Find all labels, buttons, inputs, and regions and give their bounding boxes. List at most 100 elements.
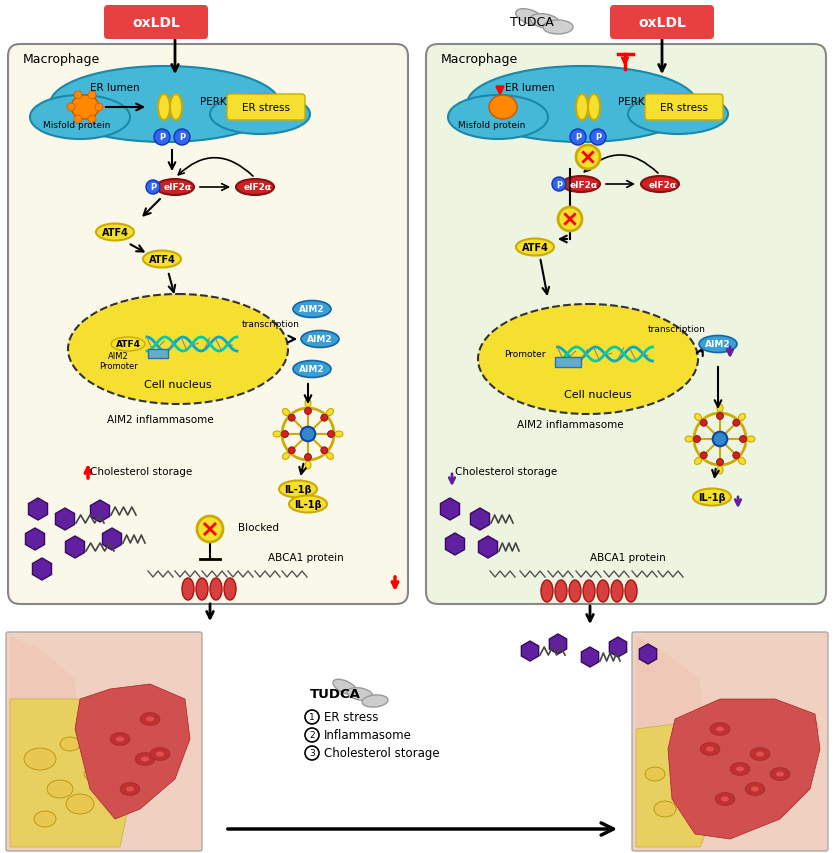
Circle shape bbox=[570, 130, 586, 146]
Text: Macrophage: Macrophage bbox=[23, 54, 100, 67]
Text: ATF4: ATF4 bbox=[102, 228, 128, 238]
Ellipse shape bbox=[156, 751, 164, 757]
FancyBboxPatch shape bbox=[610, 6, 714, 40]
Polygon shape bbox=[445, 533, 465, 555]
Text: Misfold protein: Misfold protein bbox=[458, 121, 525, 131]
Text: transcription: transcription bbox=[648, 325, 706, 334]
Text: ABCA1 protein: ABCA1 protein bbox=[590, 553, 666, 562]
Ellipse shape bbox=[279, 481, 317, 498]
Text: oxLDL: oxLDL bbox=[132, 16, 180, 30]
Ellipse shape bbox=[120, 782, 140, 796]
Text: AIM2 inflammasome: AIM2 inflammasome bbox=[517, 420, 623, 430]
Text: 3: 3 bbox=[309, 749, 315, 757]
Text: AIM2: AIM2 bbox=[108, 352, 128, 361]
Ellipse shape bbox=[293, 361, 331, 378]
Circle shape bbox=[88, 92, 96, 100]
Text: AIM2: AIM2 bbox=[706, 340, 731, 349]
FancyBboxPatch shape bbox=[426, 45, 826, 604]
Ellipse shape bbox=[730, 763, 750, 775]
Ellipse shape bbox=[776, 772, 784, 776]
Ellipse shape bbox=[283, 409, 289, 416]
Ellipse shape bbox=[326, 409, 334, 416]
Circle shape bbox=[74, 116, 82, 124]
Polygon shape bbox=[33, 559, 52, 580]
Polygon shape bbox=[66, 537, 84, 559]
FancyBboxPatch shape bbox=[104, 6, 208, 40]
Ellipse shape bbox=[66, 794, 94, 814]
Ellipse shape bbox=[628, 95, 728, 135]
Text: Cholesterol storage: Cholesterol storage bbox=[324, 746, 440, 760]
Circle shape bbox=[289, 415, 295, 421]
Circle shape bbox=[174, 130, 190, 146]
Ellipse shape bbox=[717, 467, 723, 474]
Polygon shape bbox=[103, 528, 122, 550]
Ellipse shape bbox=[84, 767, 106, 781]
Ellipse shape bbox=[301, 331, 339, 348]
Polygon shape bbox=[581, 647, 599, 667]
Ellipse shape bbox=[641, 177, 679, 193]
Ellipse shape bbox=[111, 338, 145, 351]
Polygon shape bbox=[10, 699, 130, 847]
Text: ER stress: ER stress bbox=[324, 711, 379, 723]
Ellipse shape bbox=[333, 680, 357, 695]
Ellipse shape bbox=[116, 737, 124, 741]
Text: ATF4: ATF4 bbox=[148, 255, 175, 264]
Ellipse shape bbox=[24, 748, 56, 770]
Circle shape bbox=[590, 130, 606, 146]
FancyBboxPatch shape bbox=[6, 632, 202, 851]
Ellipse shape bbox=[362, 695, 388, 707]
Ellipse shape bbox=[543, 21, 573, 35]
Circle shape bbox=[154, 130, 170, 146]
Text: P: P bbox=[150, 183, 156, 192]
Circle shape bbox=[301, 427, 315, 442]
Ellipse shape bbox=[645, 767, 665, 781]
Ellipse shape bbox=[326, 453, 334, 460]
Polygon shape bbox=[440, 498, 460, 520]
Ellipse shape bbox=[335, 432, 343, 438]
Text: IL-1β: IL-1β bbox=[294, 499, 322, 509]
Ellipse shape bbox=[182, 578, 194, 601]
Bar bbox=[148, 350, 168, 358]
Ellipse shape bbox=[293, 301, 331, 318]
Text: P: P bbox=[575, 133, 581, 142]
Circle shape bbox=[701, 420, 707, 426]
Ellipse shape bbox=[467, 67, 697, 142]
Ellipse shape bbox=[135, 752, 155, 766]
Circle shape bbox=[576, 146, 600, 170]
Ellipse shape bbox=[305, 461, 311, 469]
Ellipse shape bbox=[516, 239, 554, 256]
Ellipse shape bbox=[30, 96, 130, 140]
Ellipse shape bbox=[71, 96, 99, 120]
Ellipse shape bbox=[562, 177, 600, 193]
Text: Promoter: Promoter bbox=[98, 362, 138, 371]
Text: ER stress: ER stress bbox=[242, 103, 290, 113]
Text: P: P bbox=[556, 180, 562, 189]
Text: AIM2: AIM2 bbox=[307, 335, 333, 344]
Text: Cell nucleus: Cell nucleus bbox=[564, 390, 632, 399]
Ellipse shape bbox=[706, 746, 714, 751]
Ellipse shape bbox=[695, 458, 701, 465]
Text: ATF4: ATF4 bbox=[521, 243, 549, 252]
Ellipse shape bbox=[693, 489, 731, 506]
FancyBboxPatch shape bbox=[227, 95, 305, 121]
Circle shape bbox=[694, 436, 701, 443]
Ellipse shape bbox=[141, 757, 149, 762]
Circle shape bbox=[74, 92, 82, 100]
Ellipse shape bbox=[34, 811, 56, 827]
Circle shape bbox=[88, 116, 96, 124]
Text: P: P bbox=[595, 133, 601, 142]
Text: Blocked: Blocked bbox=[238, 522, 279, 532]
Polygon shape bbox=[56, 508, 74, 531]
Circle shape bbox=[740, 436, 746, 443]
Polygon shape bbox=[521, 641, 539, 661]
Ellipse shape bbox=[756, 751, 764, 757]
Ellipse shape bbox=[576, 95, 588, 121]
Text: ABCA1 protein: ABCA1 protein bbox=[268, 553, 344, 562]
Ellipse shape bbox=[700, 743, 720, 756]
Ellipse shape bbox=[236, 180, 274, 196]
Text: AIM2: AIM2 bbox=[299, 305, 324, 314]
Ellipse shape bbox=[143, 251, 181, 268]
Ellipse shape bbox=[47, 780, 73, 798]
Ellipse shape bbox=[541, 580, 553, 602]
Ellipse shape bbox=[750, 747, 770, 761]
